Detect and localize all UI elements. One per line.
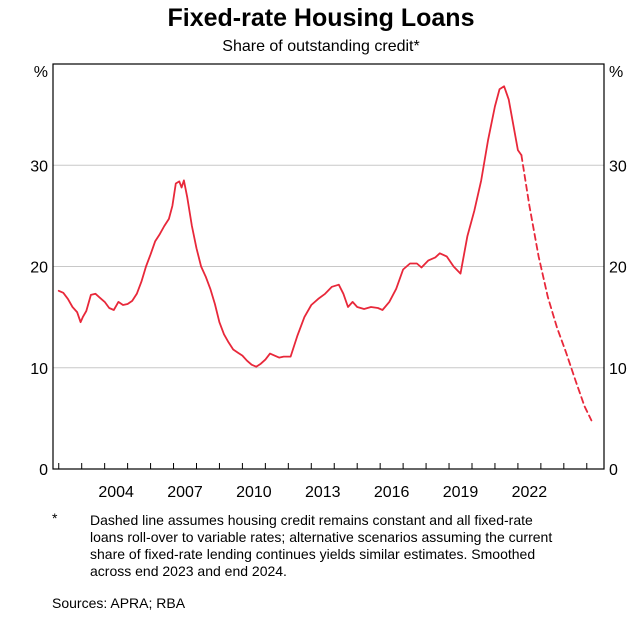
x-tick-label: 2019 [443,484,479,501]
x-tick-label: 2007 [167,484,203,501]
x-tick-label: 2022 [512,484,548,501]
y-tick-label-right: 30 [609,158,627,175]
sources-text: Sources: APRA; RBA [52,595,186,611]
y-tick-label-right: 0 [609,462,618,479]
x-tick-label: 2013 [305,484,341,501]
chart-subtitle: Share of outstanding credit* [222,38,420,55]
line-chart: 0 0 10 10 20 20 30 30% % 2004 2007 2010 2013 2016 2019… [30,63,627,501]
footnote-text: Dashed line assumes housing credit remai… [90,512,553,579]
y-tick-label-right: 20 [609,260,627,277]
y-unit-label-right: % [609,64,623,81]
y-tick-label-left: 10 [30,361,48,378]
footnote-asterisk: * [52,510,58,526]
y-tick-label-left: 0 [39,462,48,479]
series-line-projection [520,154,593,422]
x-tick-label: 2004 [98,484,134,501]
chart-title: Fixed-rate Housing Loans [167,4,475,32]
y-tick-label-right: 10 [609,361,627,378]
x-tick-label: 2010 [236,484,272,501]
x-tick-label: 2016 [374,484,410,501]
y-tick-label-left: 20 [30,260,48,277]
y-tick-label-left: 30 [30,158,48,175]
plot-frame [52,63,605,470]
y-unit-label-left: % [34,64,48,81]
series-line-fixed-rate-share [57,85,523,368]
